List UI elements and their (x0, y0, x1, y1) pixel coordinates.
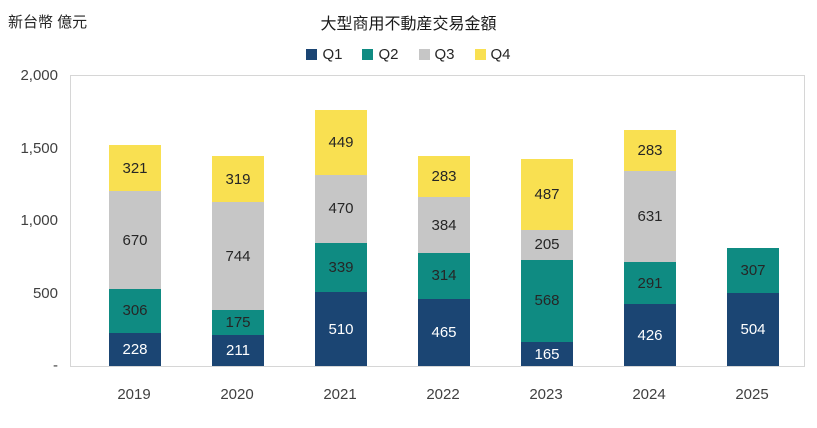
legend-swatch-Q4 (474, 49, 486, 60)
bar-value-label-2022-Q3: 384 (431, 216, 457, 234)
bar-value-label-2025-Q1: 504 (740, 320, 766, 338)
legend: Q1 Q2 Q3 Q4 (0, 46, 817, 63)
legend-swatch-Q1 (306, 49, 318, 60)
bar-value-label-2019-Q3: 670 (122, 231, 148, 249)
bar-segment-2022-Q1: 465 (418, 298, 470, 366)
bar-value-label-2019-Q1: 228 (122, 340, 148, 358)
x-tick-label-2021: 2021 (323, 386, 357, 403)
bar-value-label-2020-Q3: 744 (225, 247, 251, 265)
bar-value-label-2019-Q2: 306 (122, 302, 148, 320)
bar-segment-2022-Q2: 314 (418, 253, 470, 299)
bar-segment-2020-Q4: 319 (212, 155, 264, 203)
bar-value-label-2021-Q2: 339 (328, 258, 354, 276)
bar-segment-2019-Q4: 321 (109, 144, 161, 192)
bar-value-label-2023-Q3: 205 (534, 236, 560, 254)
y-tick-label-1000: 1,000 (20, 212, 58, 229)
bar-value-label-2024-Q2: 291 (637, 274, 663, 292)
x-tick-label-2022: 2022 (426, 386, 460, 403)
bar-value-label-2020-Q2: 175 (225, 314, 251, 332)
bar-segment-2022-Q4: 283 (418, 156, 470, 198)
bar-segment-2021-Q1: 510 (315, 292, 367, 366)
bar-value-label-2019-Q4: 321 (122, 159, 148, 177)
bar-value-label-2023-Q2: 568 (534, 292, 560, 310)
bar-segment-2019-Q3: 670 (109, 191, 161, 289)
bar-segment-2024-Q3: 631 (624, 170, 676, 263)
bar-segment-2024-Q1: 426 (624, 304, 676, 366)
bar-segment-2020-Q1: 211 (212, 335, 264, 366)
x-tick-label-2019: 2019 (117, 386, 151, 403)
bar-segment-2023-Q1: 165 (521, 342, 573, 366)
legend-label-Q3: Q3 (434, 46, 455, 63)
bar-segment-2021-Q4: 449 (315, 109, 367, 175)
bar-segment-2019-Q1: 228 (109, 332, 161, 366)
chart-title: 大型商用不動産交易金額 (320, 16, 497, 33)
bar-value-label-2022-Q4: 283 (431, 168, 457, 186)
bar-value-label-2024-Q3: 631 (637, 207, 663, 225)
bar-value-label-2022-Q2: 314 (431, 267, 457, 285)
x-tick-label-2023: 2023 (529, 386, 563, 403)
bar-segment-2024-Q2: 291 (624, 262, 676, 305)
legend-label-Q2: Q2 (378, 46, 399, 63)
legend-swatch-Q2 (362, 49, 374, 60)
bar-segment-2021-Q3: 470 (315, 174, 367, 243)
y-tick-label-2000: 2,000 (20, 67, 58, 84)
bar-segment-2025-Q1: 504 (727, 292, 779, 366)
bar-value-label-2020-Q4: 319 (225, 170, 251, 188)
bar-segment-2022-Q3: 384 (418, 197, 470, 254)
bar-value-label-2021-Q1: 510 (328, 320, 354, 338)
bar-value-label-2021-Q4: 449 (328, 133, 354, 151)
bar-value-label-2020-Q1: 211 (226, 342, 250, 360)
bar-value-label-2023-Q1: 165 (534, 345, 560, 363)
y-axis-unit-label: 新台幣 億元 (8, 14, 88, 31)
bar-value-label-2025-Q2: 307 (740, 262, 766, 280)
plot-area: 228 306 670 321 211 175 744 319 510 339 470 449 465 3… (70, 75, 805, 367)
bar-segment-2023-Q4: 487 (521, 159, 573, 230)
bar-value-label-2021-Q3: 470 (328, 200, 354, 218)
bar-segment-2023-Q3: 205 (521, 230, 573, 260)
legend-item-Q1: Q1 (306, 46, 342, 63)
bar-segment-2024-Q4: 283 (624, 129, 676, 171)
bar-segment-2023-Q2: 568 (521, 259, 573, 343)
legend-label-Q4: Q4 (490, 46, 511, 63)
bar-segment-2020-Q2: 175 (212, 310, 264, 336)
x-tick-label-2024: 2024 (632, 386, 666, 403)
bar-value-label-2024-Q4: 283 (637, 141, 663, 159)
legend-item-Q4: Q4 (474, 46, 511, 63)
bar-value-label-2023-Q4: 487 (534, 186, 560, 204)
x-tick-label-2025: 2025 (735, 386, 769, 403)
bar-segment-2021-Q2: 339 (315, 242, 367, 293)
x-tick-label-2020: 2020 (220, 386, 254, 403)
bar-value-label-2022-Q1: 465 (431, 323, 457, 341)
y-tick-label-500: 500 (32, 284, 58, 302)
y-tick-label-0: - (53, 357, 58, 374)
bar-value-label-2024-Q1: 426 (637, 326, 663, 344)
legend-item-Q3: Q3 (418, 46, 455, 63)
bar-segment-2025-Q2: 307 (727, 248, 779, 293)
legend-label-Q1: Q1 (322, 46, 343, 63)
legend-item-Q2: Q2 (362, 46, 399, 63)
legend-swatch-Q3 (418, 49, 430, 60)
bar-segment-2020-Q3: 744 (212, 202, 264, 311)
bar-segment-2019-Q2: 306 (109, 288, 161, 333)
y-tick-label-1500: 1,500 (20, 139, 58, 157)
